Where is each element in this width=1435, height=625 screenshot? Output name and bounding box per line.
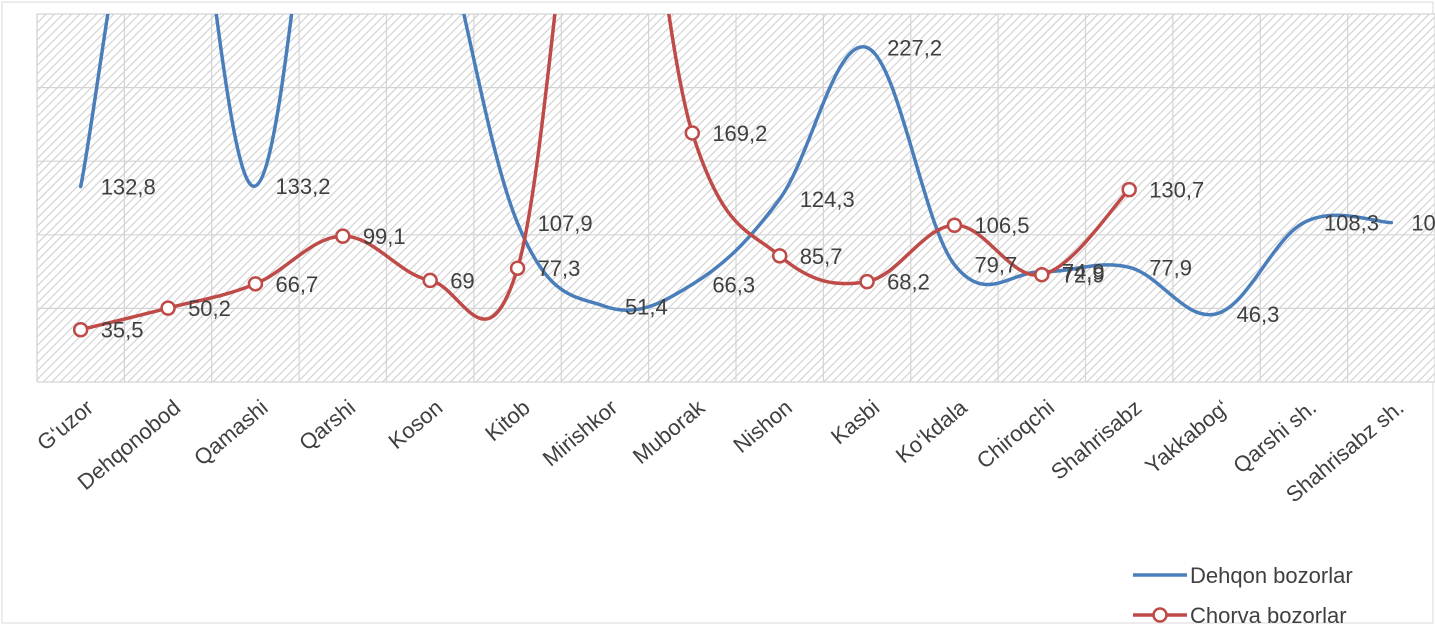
x-tick-label-13: Yakkabog‘ <box>1140 395 1234 479</box>
marker-s1-7 <box>684 125 701 141</box>
data-labels: 132,8 133,2 107,9 51,4 66,3 124,3 227,2 79,7 74,… <box>101 36 1435 343</box>
legend-label-0: Dehqon bozorlar <box>1190 563 1353 588</box>
series-markers <box>72 125 1137 338</box>
data-label-s0-2: 133,2 <box>275 174 330 199</box>
data-label-s1-10: 106,5 <box>974 213 1029 238</box>
x-tick-label-4: Koson <box>384 395 448 454</box>
x-tick-label-12: Shahrisabz <box>1046 395 1146 485</box>
x-tick-label-8: Nishon <box>728 395 797 458</box>
data-label-s1-5: 77,3 <box>538 256 581 281</box>
data-label-s0-13: 46,3 <box>1237 302 1280 327</box>
data-label-s0-6: 51,4 <box>625 294 668 319</box>
x-tick-label-9: Kasbi <box>826 395 884 450</box>
series-line-1 <box>78 14 1131 332</box>
marker-s1-1 <box>160 300 176 316</box>
data-label-s0-15: 108,3 <box>1411 211 1435 236</box>
data-label-s1-2: 66,7 <box>275 272 318 297</box>
data-label-s0-10: 79,7 <box>974 253 1017 278</box>
x-tick-label-7: Muborak <box>628 394 710 469</box>
data-label-s0-7: 66,3 <box>712 272 755 297</box>
data-label-s0-11: 74,9 <box>1062 260 1105 285</box>
data-label-s0-8: 124,3 <box>800 187 855 212</box>
data-label-s1-3: 99,1 <box>363 224 406 249</box>
marker-s1-5 <box>509 260 526 276</box>
x-tick-label-6: Mirishkor <box>538 395 622 472</box>
data-label-s1-8: 85,7 <box>800 244 843 269</box>
x-tick-label-11: Chiroqchi <box>972 395 1059 474</box>
series-lines <box>78 14 1394 332</box>
data-label-s1-0: 35,5 <box>101 318 144 343</box>
x-tick-label-0: G‘uzor <box>32 395 98 456</box>
data-label-s1-9: 68,2 <box>887 270 930 295</box>
marker-s1-8 <box>771 248 788 264</box>
marker-s1-12 <box>1121 181 1137 198</box>
marker-s1-4 <box>422 272 438 289</box>
marker-s1-2 <box>247 276 264 292</box>
data-label-s1-7: 169,2 <box>712 121 767 146</box>
x-tick-label-5: Kitob <box>480 395 534 446</box>
data-label-s0-12: 77,9 <box>1149 255 1192 280</box>
x-tick-label-3: Qarshi <box>294 395 360 456</box>
x-tick-label-10: Ko‘kdala <box>891 394 972 468</box>
legend-marker-1 <box>1152 607 1168 623</box>
marker-s1-10 <box>946 217 963 233</box>
marker-s1-9 <box>859 273 875 290</box>
legend-label-1: Chorva bozorlar <box>1190 603 1347 625</box>
x-tick-label-2: Qamashi <box>189 395 273 471</box>
data-label-s0-14: 108,3 <box>1324 211 1379 236</box>
data-label-s1-12: 130,7 <box>1149 178 1204 203</box>
data-label-s1-11: 72,9 <box>1062 263 1105 288</box>
data-label-s0-9: 227,2 <box>887 36 942 61</box>
marker-s1-3 <box>335 228 351 244</box>
data-label-s0-5: 107,9 <box>538 211 593 236</box>
marker-s1-0 <box>72 321 89 338</box>
marker-s1-11 <box>1034 266 1050 283</box>
data-label-s0-0: 132,8 <box>101 175 156 200</box>
data-label-s1-4: 69 <box>450 268 474 293</box>
series-line-0 <box>78 14 1394 317</box>
data-label-s1-1: 50,2 <box>188 296 231 321</box>
